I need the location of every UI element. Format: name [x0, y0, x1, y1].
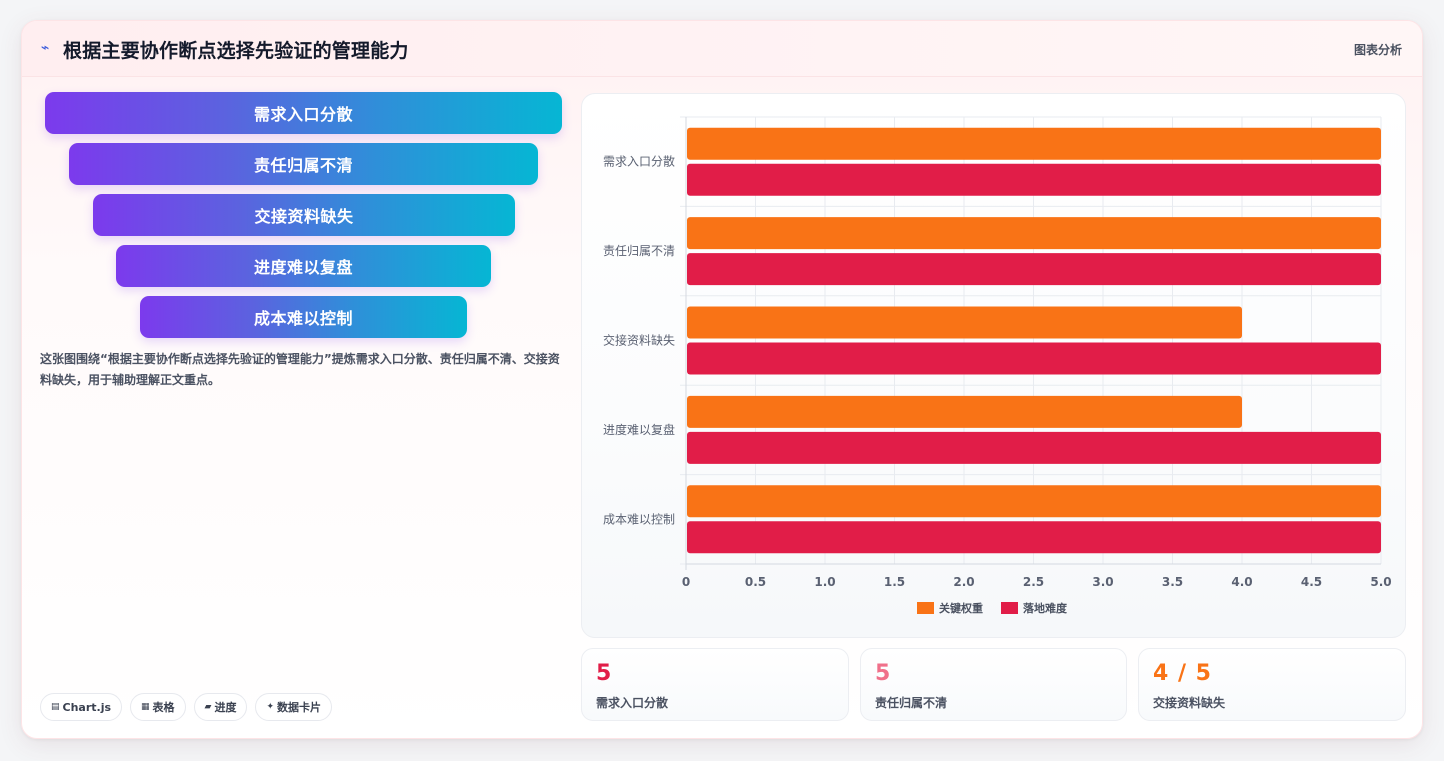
funnel-item-label: 交接资料缺失	[254, 207, 354, 226]
chart-icon: ▤	[51, 702, 60, 712]
funnel-item-2: 责任归属不清	[69, 143, 538, 185]
bar-difficulty	[687, 521, 1381, 554]
tag-list: ▤ Chart.js ▦ 表格 ▰ 进度 ✦ 数据卡片	[40, 693, 333, 721]
tag-label: Chart.js	[62, 700, 112, 714]
chart-analysis-label[interactable]: 图表分析	[1353, 43, 1402, 57]
stat-card-1: 5 需求入口分散	[581, 648, 849, 721]
bar-weight	[687, 395, 1242, 428]
chart-description: 这张图围绕“根据主要协作断点选择先验证的管理能力”提炼需求入口分散、责任归属不清…	[40, 352, 560, 387]
x-tick-label: 5.0	[1370, 575, 1391, 589]
stat-value: 5	[596, 661, 613, 686]
stat-label: 需求入口分散	[596, 696, 669, 710]
funnel-item-1: 需求入口分散	[45, 92, 562, 134]
funnel-item-label: 需求入口分散	[253, 105, 353, 124]
bar-difficulty	[687, 431, 1381, 464]
tag-label: 进度	[214, 701, 237, 714]
tag-progress[interactable]: ▰ 进度	[193, 693, 248, 721]
stat-label: 交接资料缺失	[1153, 696, 1226, 710]
chart-card: ⌁ 根据主要协作断点选择先验证的管理能力 图表分析 需求入口分散 责任归属不清 …	[21, 20, 1423, 739]
bar-difficulty	[687, 253, 1381, 286]
table-icon: ▦	[141, 702, 150, 712]
funnel-item-label: 进度难以复盘	[253, 258, 353, 277]
bar-difficulty	[687, 342, 1381, 375]
x-tick-label: 2.0	[953, 575, 974, 589]
y-tick-label: 责任归属不清	[603, 244, 675, 258]
stat-label: 责任归属不清	[875, 696, 948, 710]
tag-data-card[interactable]: ✦ 数据卡片	[255, 693, 333, 721]
stat-value: 4 / 5	[1153, 661, 1212, 686]
bar-weight	[687, 485, 1381, 518]
x-tick-label: 3.5	[1162, 575, 1183, 589]
bar-weight	[687, 217, 1381, 250]
legend-label: 关键权重	[939, 601, 983, 615]
x-tick-label: 0.5	[745, 575, 766, 589]
y-tick-label: 交接资料缺失	[603, 333, 675, 348]
x-tick-label: 3.0	[1092, 575, 1113, 589]
tag-table[interactable]: ▦ 表格	[130, 693, 186, 721]
progress-icon: ▰	[204, 702, 212, 712]
y-tick-label: 进度难以复盘	[603, 422, 675, 437]
page-title: 根据主要协作断点选择先验证的管理能力	[63, 40, 409, 62]
sparkle-icon: ✦	[266, 702, 275, 712]
stat-card-3: 4 / 5 交接资料缺失	[1138, 648, 1406, 721]
y-tick-label: 需求入口分散	[603, 154, 675, 169]
tag-label: 数据卡片	[277, 701, 322, 714]
legend-label: 落地难度	[1023, 601, 1068, 615]
bar-difficulty	[687, 163, 1381, 196]
legend-swatch	[917, 602, 934, 614]
tag-chartjs[interactable]: ▤ Chart.js	[40, 693, 123, 721]
x-tick-label: 4.0	[1231, 575, 1252, 589]
bar-weight	[687, 306, 1242, 339]
card-header: ⌁ 根据主要协作断点选择先验证的管理能力 图表分析	[22, 21, 1422, 77]
bar-weight	[687, 127, 1381, 160]
spark-icon: ⌁	[41, 40, 50, 56]
stat-value: 5	[875, 661, 892, 686]
legend-swatch	[1001, 602, 1018, 614]
chart-panel: 需求入口分散 责任归属不清 交接资料缺失 进度难以复盘 成本难以控制 0 0.5 1.0 1.5…	[581, 93, 1406, 638]
funnel-item-label: 责任归属不清	[253, 156, 353, 175]
funnel-item-3: 交接资料缺失	[93, 194, 515, 236]
tag-label: 表格	[152, 701, 175, 714]
funnel-item-4: 进度难以复盘	[116, 245, 491, 287]
x-tick-label: 2.5	[1023, 575, 1044, 589]
x-tick-label: 4.5	[1301, 575, 1322, 589]
y-tick-label: 成本难以控制	[603, 512, 675, 526]
funnel-item-5: 成本难以控制	[140, 296, 467, 338]
x-tick-label: 0	[682, 575, 690, 589]
x-tick-label: 1.0	[814, 575, 835, 589]
x-tick-label: 1.5	[884, 575, 905, 589]
stat-card-2: 5 责任归属不清	[860, 648, 1127, 721]
funnel-item-label: 成本难以控制	[253, 309, 353, 328]
